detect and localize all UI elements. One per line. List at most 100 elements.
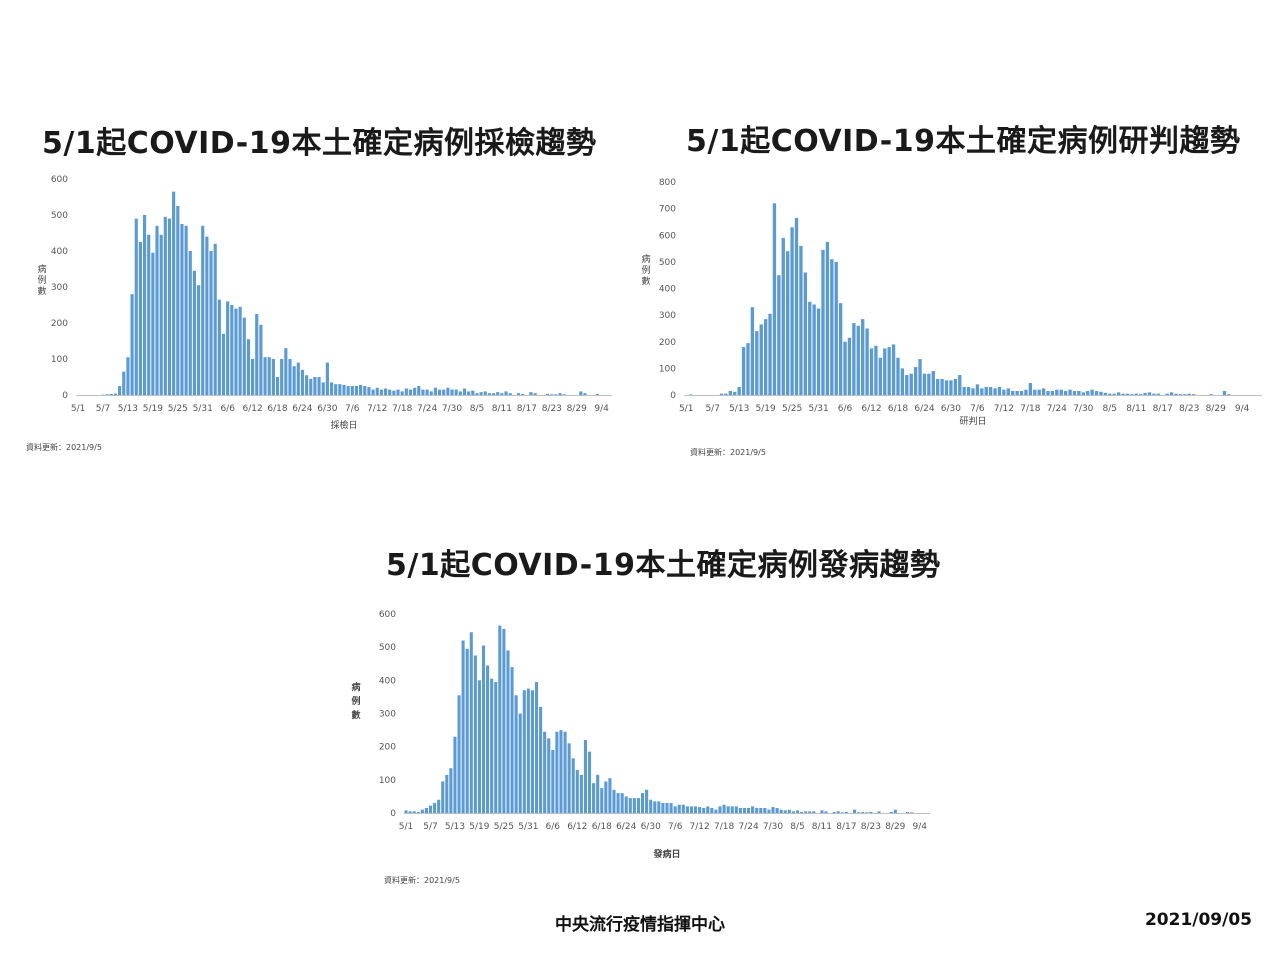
bar xyxy=(300,369,305,395)
bar xyxy=(728,391,732,395)
bar xyxy=(832,812,836,813)
bar xyxy=(404,810,408,813)
y-axis-label-char: 例 xyxy=(351,695,360,707)
bar xyxy=(909,373,913,395)
bar xyxy=(763,808,767,813)
bar xyxy=(1055,389,1059,396)
bar xyxy=(853,809,857,813)
bar xyxy=(359,384,363,395)
x-tick-label: 9/4 xyxy=(1235,404,1250,414)
x-tick-label: 6/30 xyxy=(941,404,961,414)
bar xyxy=(433,803,437,813)
x-tick-label: 6/12 xyxy=(242,404,262,414)
bar xyxy=(338,384,342,395)
bar xyxy=(172,191,176,395)
bar xyxy=(600,788,604,814)
bar xyxy=(496,392,500,395)
bar xyxy=(869,812,873,813)
bar xyxy=(755,808,759,813)
bar xyxy=(321,382,325,395)
bar xyxy=(698,807,702,813)
x-tick-label: 5/19 xyxy=(143,404,163,414)
bar xyxy=(812,811,816,813)
bar xyxy=(936,379,940,395)
x-tick-label: 8/29 xyxy=(1206,404,1226,414)
x-tick-label: 5/1 xyxy=(71,404,85,414)
bar xyxy=(255,314,259,395)
bar xyxy=(221,333,226,395)
bar xyxy=(575,769,579,813)
bar xyxy=(918,359,922,395)
x-tick-label: 6/6 xyxy=(838,404,853,414)
bar xyxy=(458,391,462,395)
bar xyxy=(514,695,518,813)
bar xyxy=(563,731,567,813)
data-update-note-diagnosis: 資料更新：2021/9/5 xyxy=(690,448,766,457)
bar xyxy=(724,393,728,395)
bar xyxy=(1116,392,1121,395)
bar xyxy=(737,387,741,395)
bar xyxy=(217,299,221,395)
x-tick-label: 8/5 xyxy=(1103,404,1117,414)
bar xyxy=(795,810,800,813)
bar xyxy=(958,375,962,395)
bar xyxy=(604,781,608,813)
bar xyxy=(155,225,159,395)
bar xyxy=(1222,391,1227,395)
bar xyxy=(504,391,508,395)
bar xyxy=(280,359,284,395)
x-tick-label: 8/23 xyxy=(1179,404,1199,414)
bar xyxy=(742,808,747,813)
bar xyxy=(767,809,771,813)
bar xyxy=(719,393,724,395)
bar xyxy=(1050,391,1055,395)
bar xyxy=(539,706,543,813)
bar xyxy=(971,388,975,395)
bar xyxy=(142,215,147,395)
bar xyxy=(325,362,329,395)
bar xyxy=(993,388,997,395)
x-tick-label: 7/12 xyxy=(367,404,387,414)
bar xyxy=(363,386,367,395)
x-tick-label: 5/13 xyxy=(445,822,465,832)
bar xyxy=(412,811,416,813)
bar xyxy=(632,798,636,813)
bar xyxy=(416,812,420,813)
bar xyxy=(790,227,794,395)
bar xyxy=(471,390,475,395)
y-tick-label: 0 xyxy=(390,809,396,819)
bar xyxy=(616,793,620,813)
bar xyxy=(910,812,914,813)
bar xyxy=(1125,393,1130,395)
bar xyxy=(869,348,874,395)
bar xyxy=(454,389,458,395)
bar xyxy=(475,393,479,395)
bar xyxy=(329,382,334,395)
bar xyxy=(649,799,653,813)
bar xyxy=(498,625,502,813)
bar xyxy=(263,357,267,395)
bar xyxy=(1108,393,1112,395)
bar xyxy=(931,371,935,395)
x-tick-label: 6/12 xyxy=(861,404,881,414)
x-tick-label: 7/24 xyxy=(1047,404,1067,414)
bar xyxy=(1059,389,1063,396)
x-tick-label: 8/11 xyxy=(1126,404,1146,414)
bar xyxy=(816,308,821,395)
bar xyxy=(852,323,856,395)
bar xyxy=(234,308,238,395)
bar xyxy=(1068,389,1072,396)
bar xyxy=(913,367,918,395)
bar xyxy=(449,768,453,813)
bar xyxy=(787,809,791,813)
y-axis-label-char: 病 xyxy=(37,263,46,275)
bar xyxy=(1006,388,1010,395)
bar xyxy=(583,740,587,813)
y-tick-label: 0 xyxy=(62,391,68,401)
bar xyxy=(567,743,571,813)
bar xyxy=(1174,393,1178,395)
bar xyxy=(980,388,984,395)
bar xyxy=(940,379,944,395)
bar xyxy=(473,655,477,813)
bar xyxy=(824,811,828,813)
